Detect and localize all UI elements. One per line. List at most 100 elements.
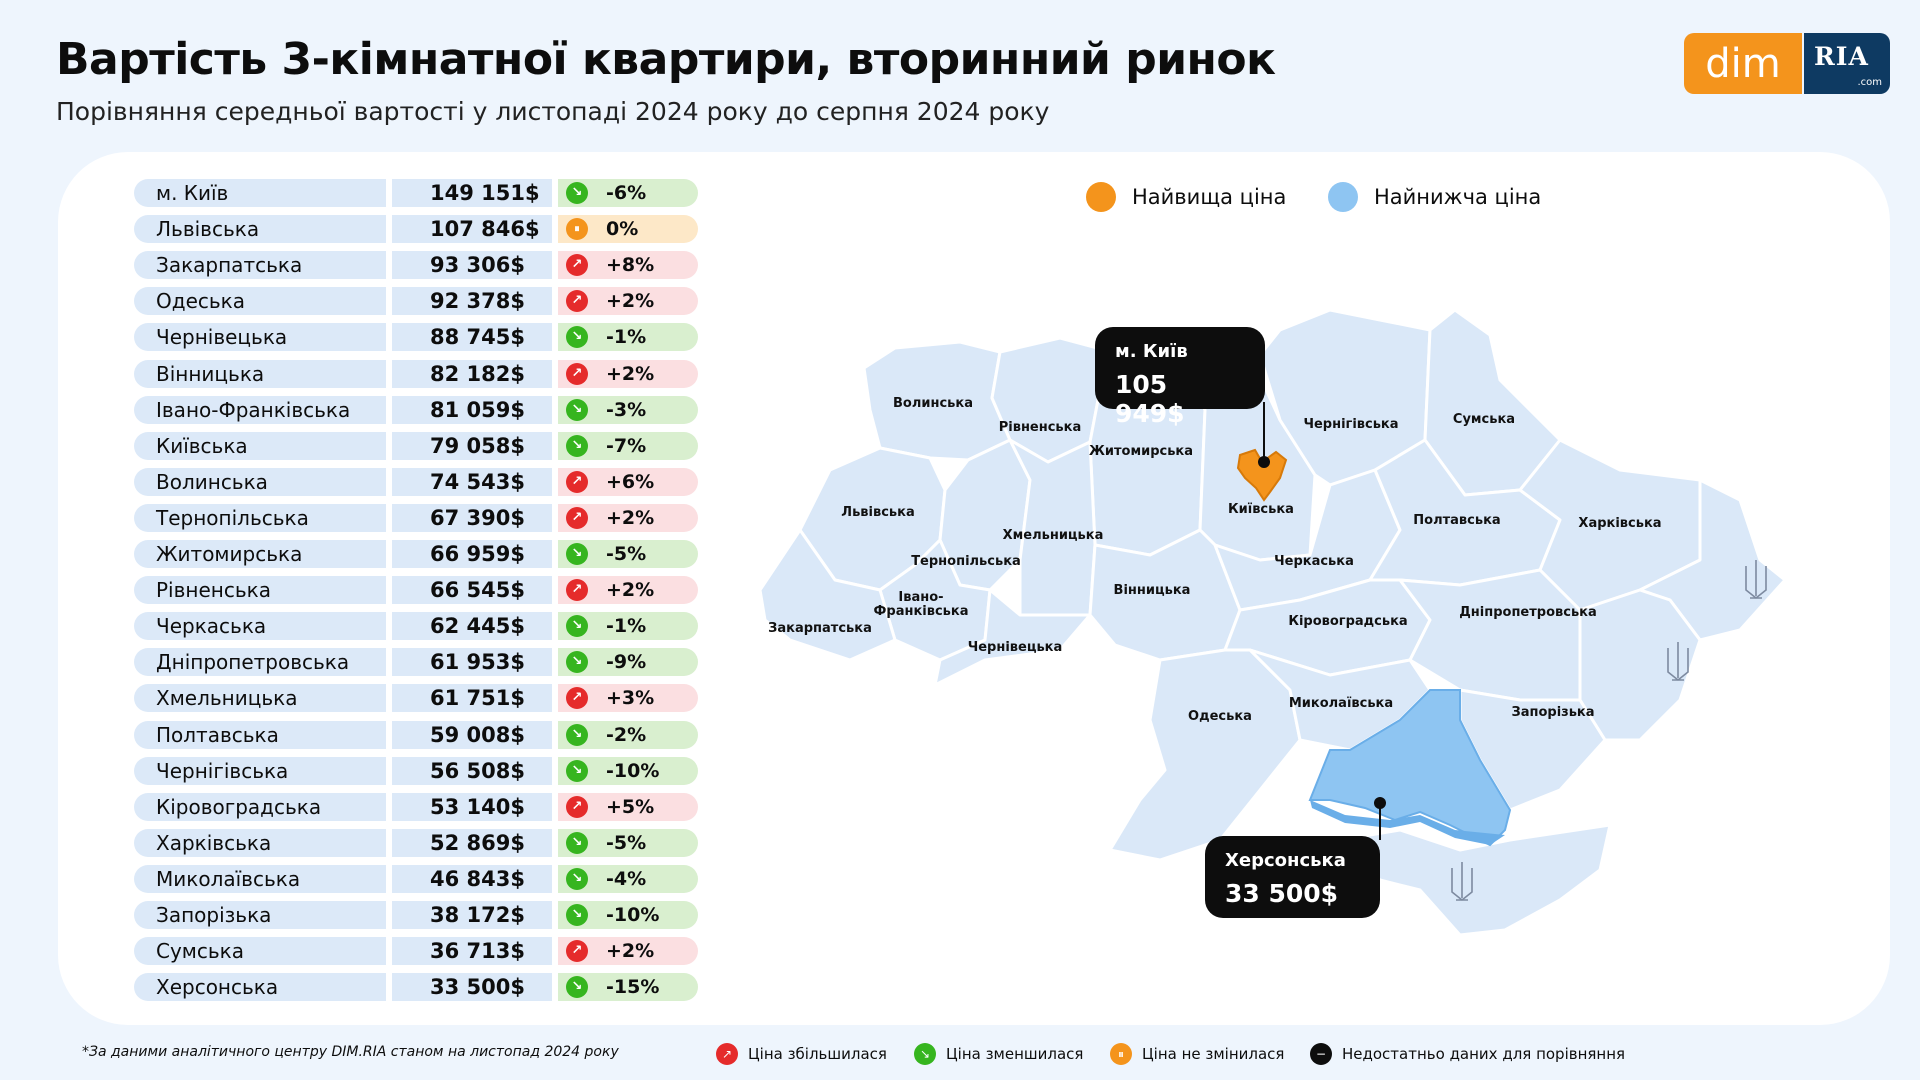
price-change-value: -1% bbox=[606, 615, 647, 638]
legend-down-label: Ціна зменшилася bbox=[946, 1045, 1084, 1063]
arrow-down-right-icon: ↘ bbox=[566, 182, 588, 204]
region-price: 88 745$ bbox=[392, 323, 552, 352]
region-name: Івано-Франківська bbox=[134, 395, 386, 424]
region-name: Львівська bbox=[134, 215, 386, 244]
legend-same-label: Ціна не змінилася bbox=[1142, 1045, 1285, 1063]
arrow-up-right-icon: ↗ bbox=[566, 940, 588, 963]
label-kyivska: Київська bbox=[1228, 502, 1294, 517]
page-title: Вартість 3-кімнатної квартири, вторинний… bbox=[56, 34, 1276, 85]
region-name: Волинська bbox=[134, 467, 386, 496]
callout-highest-name: м. Київ bbox=[1115, 341, 1188, 362]
price-change-value: +2% bbox=[606, 506, 655, 529]
table-row: Вінницька 82 182$ ↗ +2% bbox=[134, 359, 698, 388]
arrow-down-right-icon: ↘ bbox=[566, 434, 588, 457]
price-change: ↗ +6% bbox=[558, 467, 698, 496]
table-row: Волинська 74 543$ ↗ +6% bbox=[134, 467, 698, 496]
table-row: Хмельницька 61 751$ ↗ +3% bbox=[134, 684, 698, 713]
table-row: Закарпатська 93 306$ ↗ +8% bbox=[134, 251, 698, 280]
price-change: ↗ +2% bbox=[558, 576, 698, 605]
legend-down: ↘ Ціна зменшилася bbox=[914, 1043, 1083, 1065]
region-name: м. Київ bbox=[134, 179, 386, 207]
price-change: ↘ -15% bbox=[558, 973, 698, 1002]
region-name: Миколаївська bbox=[134, 864, 386, 893]
label-lvivska: Львівська bbox=[841, 505, 914, 520]
orange-dot-icon bbox=[1086, 182, 1116, 212]
table-row: Полтавська 59 008$ ↘ -2% bbox=[134, 720, 698, 749]
region-name: Дніпропетровська bbox=[134, 648, 386, 677]
page-subtitle: Порівняння середньої вартості у листопад… bbox=[56, 97, 1050, 126]
kyiv-marker-dot bbox=[1258, 456, 1270, 468]
price-change-value: -10% bbox=[606, 759, 660, 782]
price-change: ↗ +2% bbox=[558, 503, 698, 532]
table-row: Черкаська 62 445$ ↘ -1% bbox=[134, 612, 698, 641]
price-change-value: +2% bbox=[606, 290, 655, 313]
price-change: ↗ +8% bbox=[558, 251, 698, 280]
arrow-up-right-icon: ↗ bbox=[566, 290, 588, 313]
region-price: 61 953$ bbox=[392, 648, 552, 677]
price-change: ↘ -10% bbox=[558, 901, 698, 929]
table-row: Харківська 52 869$ ↘ -5% bbox=[134, 828, 698, 857]
legend-na-label: Недостатньо даних для порівняння bbox=[1342, 1045, 1626, 1063]
table-row: Миколаївська 46 843$ ↘ -4% bbox=[134, 864, 698, 893]
blue-dot-icon bbox=[1328, 182, 1358, 212]
table-row: Івано-Франківська 81 059$ ↘ -3% bbox=[134, 395, 698, 424]
arrow-up-right-icon: ↗ bbox=[566, 470, 588, 493]
arrow-down-right-icon: ↘ bbox=[566, 759, 588, 782]
table-row: Київська 79 058$ ↘ -7% bbox=[134, 431, 698, 460]
callout-lowest: Херсонська 33 500$ bbox=[1205, 836, 1380, 918]
price-change: ↘ -9% bbox=[558, 648, 698, 677]
region-price: 81 059$ bbox=[392, 395, 552, 424]
region-name: Сумська bbox=[134, 937, 386, 966]
arrow-down-right-icon: ↘ bbox=[566, 326, 588, 349]
legend-highest-label: Найвища ціна bbox=[1132, 185, 1287, 209]
label-kharkivska: Харківська bbox=[1578, 516, 1661, 531]
price-change: ↘ -7% bbox=[558, 431, 698, 460]
region-zakarpatska bbox=[758, 528, 897, 662]
pause-icon: ⏸ bbox=[566, 218, 588, 241]
table-row: Рівненська 66 545$ ↗ +2% bbox=[134, 576, 698, 605]
region-name: Запорізька bbox=[134, 901, 386, 929]
legend-up: ↗ Ціна збільшилася bbox=[716, 1043, 887, 1065]
region-luhanska bbox=[1638, 478, 1787, 642]
region-price: 93 306$ bbox=[392, 251, 552, 280]
trident-icon bbox=[1451, 862, 1473, 902]
region-price: 82 182$ bbox=[392, 359, 552, 388]
region-name: Харківська bbox=[134, 828, 386, 857]
trident-icon bbox=[1745, 560, 1767, 600]
price-change: ↘ -2% bbox=[558, 720, 698, 749]
price-change-value: +3% bbox=[606, 687, 655, 710]
region-price: 92 378$ bbox=[392, 287, 552, 316]
region-price: 52 869$ bbox=[392, 828, 552, 857]
dim-ria-logo[interactable]: dim RIA .com bbox=[1684, 33, 1890, 94]
region-name: Хмельницька bbox=[134, 684, 386, 713]
label-ivano-2: Франківська bbox=[874, 604, 969, 619]
minus-icon: − bbox=[1310, 1043, 1332, 1065]
callout-highest: м. Київ 105 949$ bbox=[1095, 327, 1265, 428]
price-change-value: +2% bbox=[606, 579, 655, 602]
label-zaporizka: Запорізька bbox=[1511, 705, 1594, 720]
legend-same: ⏸ Ціна не змінилася bbox=[1110, 1043, 1284, 1065]
legend-lowest: Найнижча ціна bbox=[1328, 182, 1541, 212]
region-price: 67 390$ bbox=[392, 503, 552, 532]
label-odeska: Одеська bbox=[1188, 709, 1252, 724]
region-name: Полтавська bbox=[134, 720, 386, 749]
table-row: Тернопільська 67 390$ ↗ +2% bbox=[134, 503, 698, 532]
region-name: Закарпатська bbox=[134, 251, 386, 280]
label-poltavska: Полтавська bbox=[1413, 513, 1500, 528]
price-change: ↗ +2% bbox=[558, 937, 698, 966]
logo-dim-part: dim bbox=[1684, 33, 1802, 94]
arrow-up-right-icon: ↗ bbox=[716, 1043, 738, 1065]
label-volynska: Волинська bbox=[893, 396, 973, 411]
label-khmelnytska: Хмельницька bbox=[1003, 528, 1104, 543]
region-name: Кіровоградська bbox=[134, 792, 386, 821]
price-change: ↘ -3% bbox=[558, 395, 698, 424]
label-kirovohradska: Кіровоградська bbox=[1288, 614, 1407, 629]
label-chernihivska: Чернігівська bbox=[1303, 417, 1398, 432]
region-name: Житомирська bbox=[134, 540, 386, 568]
price-change-value: +8% bbox=[606, 254, 655, 277]
table-row: Одеська 92 378$ ↗ +2% bbox=[134, 287, 698, 316]
region-price: 74 543$ bbox=[392, 467, 552, 496]
trident-icon bbox=[1667, 642, 1689, 682]
price-change-value: -7% bbox=[606, 434, 647, 457]
